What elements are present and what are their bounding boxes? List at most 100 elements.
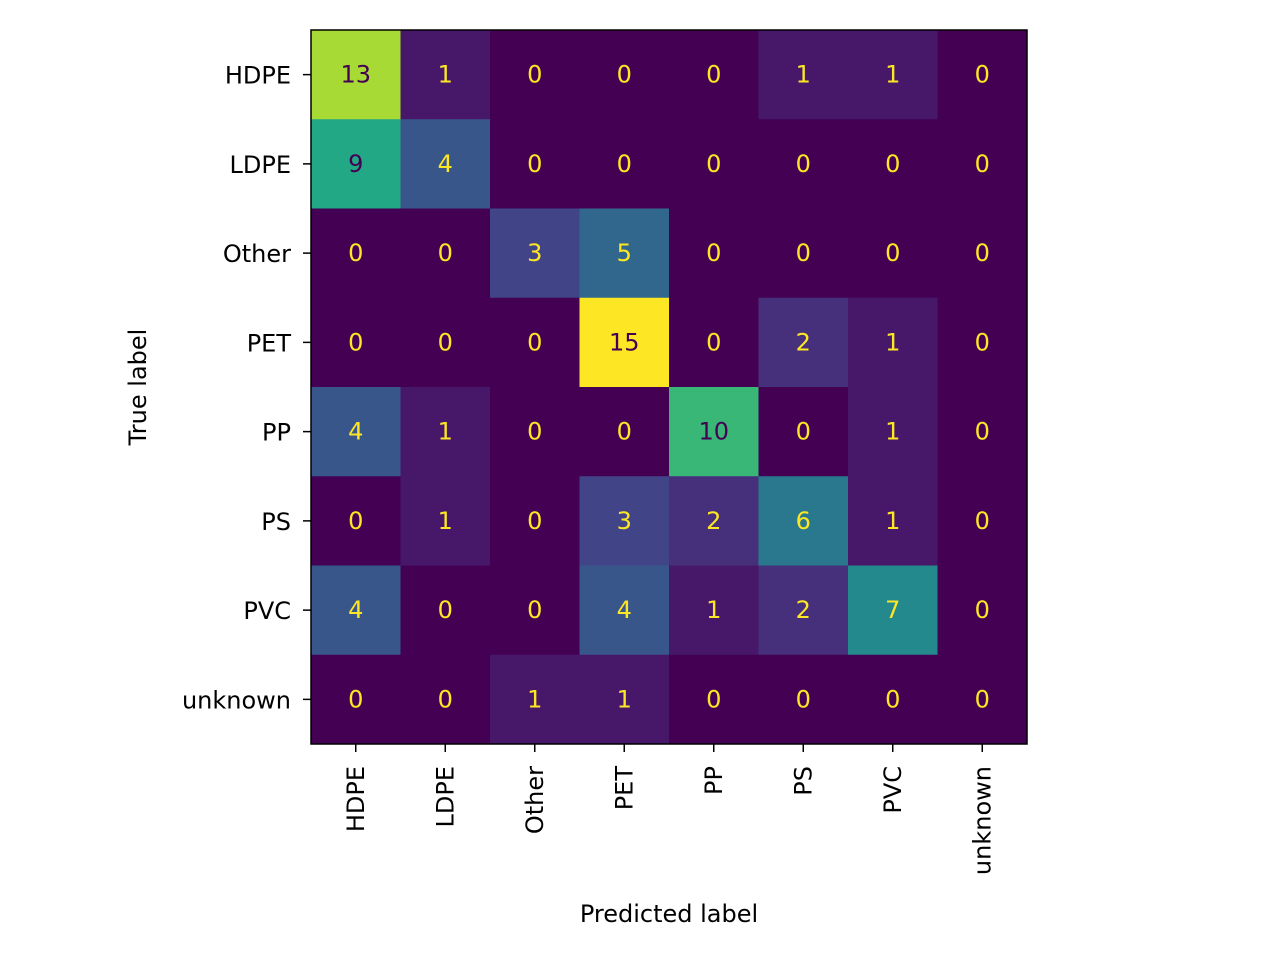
- cell-value: 4: [348, 596, 363, 624]
- heatmap-cell: [579, 387, 670, 477]
- heatmap-cell: [400, 476, 491, 566]
- cell-value: 0: [527, 150, 542, 178]
- cell-value: 0: [706, 239, 721, 267]
- cell-value: 0: [796, 150, 811, 178]
- cell-value: 0: [348, 328, 363, 356]
- heatmap-cell: [937, 30, 1028, 120]
- cell-value: 1: [796, 61, 811, 89]
- heatmap-cell: [311, 30, 401, 120]
- cell-value: 0: [975, 418, 990, 446]
- heatmap-cell: [579, 30, 670, 120]
- cell-value: 0: [617, 150, 632, 178]
- cell-value: 0: [796, 418, 811, 446]
- cell-value: 2: [796, 328, 811, 356]
- cell-value: 2: [706, 507, 721, 535]
- heatmap-cell: [579, 654, 670, 745]
- cell-value: 0: [975, 507, 990, 535]
- heatmap-cell: [669, 297, 759, 388]
- cell-value: 10: [698, 418, 729, 446]
- cell-value: 0: [617, 61, 632, 89]
- cell-value: 0: [527, 418, 542, 446]
- cell-value: 0: [348, 239, 363, 267]
- cell-value: 7: [885, 596, 900, 624]
- cell-value: 0: [975, 239, 990, 267]
- heatmap-cell: [579, 208, 670, 299]
- cell-value: 0: [975, 685, 990, 713]
- heatmap-cell: [848, 476, 938, 566]
- cell-value: 0: [348, 685, 363, 713]
- heatmap-cell: [490, 297, 580, 388]
- cell-value: 0: [796, 239, 811, 267]
- heatmap-cell: [311, 565, 401, 656]
- heatmap-cell: [400, 654, 491, 745]
- x-tick-label: PS: [789, 766, 817, 796]
- cell-value: 0: [706, 685, 721, 713]
- cell-value: 0: [527, 507, 542, 535]
- heatmap-cell: [758, 476, 849, 566]
- heatmap-cell: [937, 297, 1028, 388]
- x-axis-ticks: HDPE LDPE Other PET PP PS PVC unknown: [342, 744, 996, 875]
- cell-value: 1: [885, 418, 900, 446]
- heatmap-cell: [669, 654, 759, 745]
- heatmap-cell: [669, 476, 759, 566]
- y-tick-label: unknown: [182, 686, 291, 714]
- heatmap-cell: [669, 208, 759, 299]
- heatmap-cell: [848, 30, 938, 120]
- cell-value: 0: [885, 150, 900, 178]
- cell-value: 4: [348, 418, 363, 446]
- cell-value: 13: [340, 61, 371, 89]
- heatmap-cell: [848, 208, 938, 299]
- heatmap-cell: [311, 476, 401, 566]
- heatmap-cell: [490, 654, 580, 745]
- heatmap-cell: [490, 30, 580, 120]
- heatmap-cell: [400, 565, 491, 656]
- heatmap-cell: [758, 297, 849, 388]
- cell-value: 1: [438, 418, 453, 446]
- heatmap-cell: [579, 119, 670, 209]
- x-axis-title: Predicted label: [580, 900, 758, 928]
- heatmap-cell: [490, 208, 580, 299]
- cell-value: 0: [617, 418, 632, 446]
- cell-value: 1: [885, 328, 900, 356]
- heatmap-cell: [400, 119, 491, 209]
- heatmap-cell: [937, 387, 1028, 477]
- cell-value: 15: [609, 328, 640, 356]
- cell-value: 1: [527, 685, 542, 713]
- cell-value: 1: [438, 61, 453, 89]
- heatmap-cell: [311, 654, 401, 745]
- heatmap-cell: [848, 387, 938, 477]
- heatmap-cell: [937, 208, 1028, 299]
- heatmap-cells: [311, 30, 1028, 745]
- cell-value: 0: [885, 685, 900, 713]
- cell-value: 0: [975, 328, 990, 356]
- cell-value: 1: [706, 596, 721, 624]
- heatmap-cell: [937, 119, 1028, 209]
- y-tick-label: LDPE: [230, 151, 292, 179]
- heatmap-cell: [848, 119, 938, 209]
- heatmap-cell: [669, 30, 759, 120]
- cell-value: 4: [438, 150, 453, 178]
- heatmap-cell-labels: 13 1 0 0 0 1 1 09 4 0 0 0 0 0 00 0 3 5 0 0 0 00 0 0 15 0 2 1 04 1 0 0 10…: [340, 61, 989, 714]
- x-tick-label: Other: [521, 766, 549, 834]
- cell-value: 0: [796, 685, 811, 713]
- cell-value: 2: [796, 596, 811, 624]
- heatmap-cell: [758, 208, 849, 299]
- heatmap-cell: [937, 654, 1028, 745]
- heatmap-cell: [579, 297, 670, 388]
- x-tick-label: PET: [610, 766, 638, 811]
- cell-value: 6: [796, 507, 811, 535]
- heatmap-cell: [848, 654, 938, 745]
- x-tick-label: PVC: [879, 766, 907, 814]
- cell-value: 1: [617, 685, 632, 713]
- x-tick-label: PP: [700, 766, 728, 795]
- heatmap-cell: [937, 565, 1028, 656]
- y-axis-title: True label: [124, 329, 152, 447]
- x-tick-label: unknown: [968, 766, 996, 875]
- cell-value: 0: [975, 61, 990, 89]
- heatmap-cell: [848, 565, 938, 656]
- heatmap-cell: [490, 387, 580, 477]
- heatmap-cell: [311, 387, 401, 477]
- cell-value: 0: [975, 596, 990, 624]
- y-tick-label: HDPE: [225, 62, 291, 90]
